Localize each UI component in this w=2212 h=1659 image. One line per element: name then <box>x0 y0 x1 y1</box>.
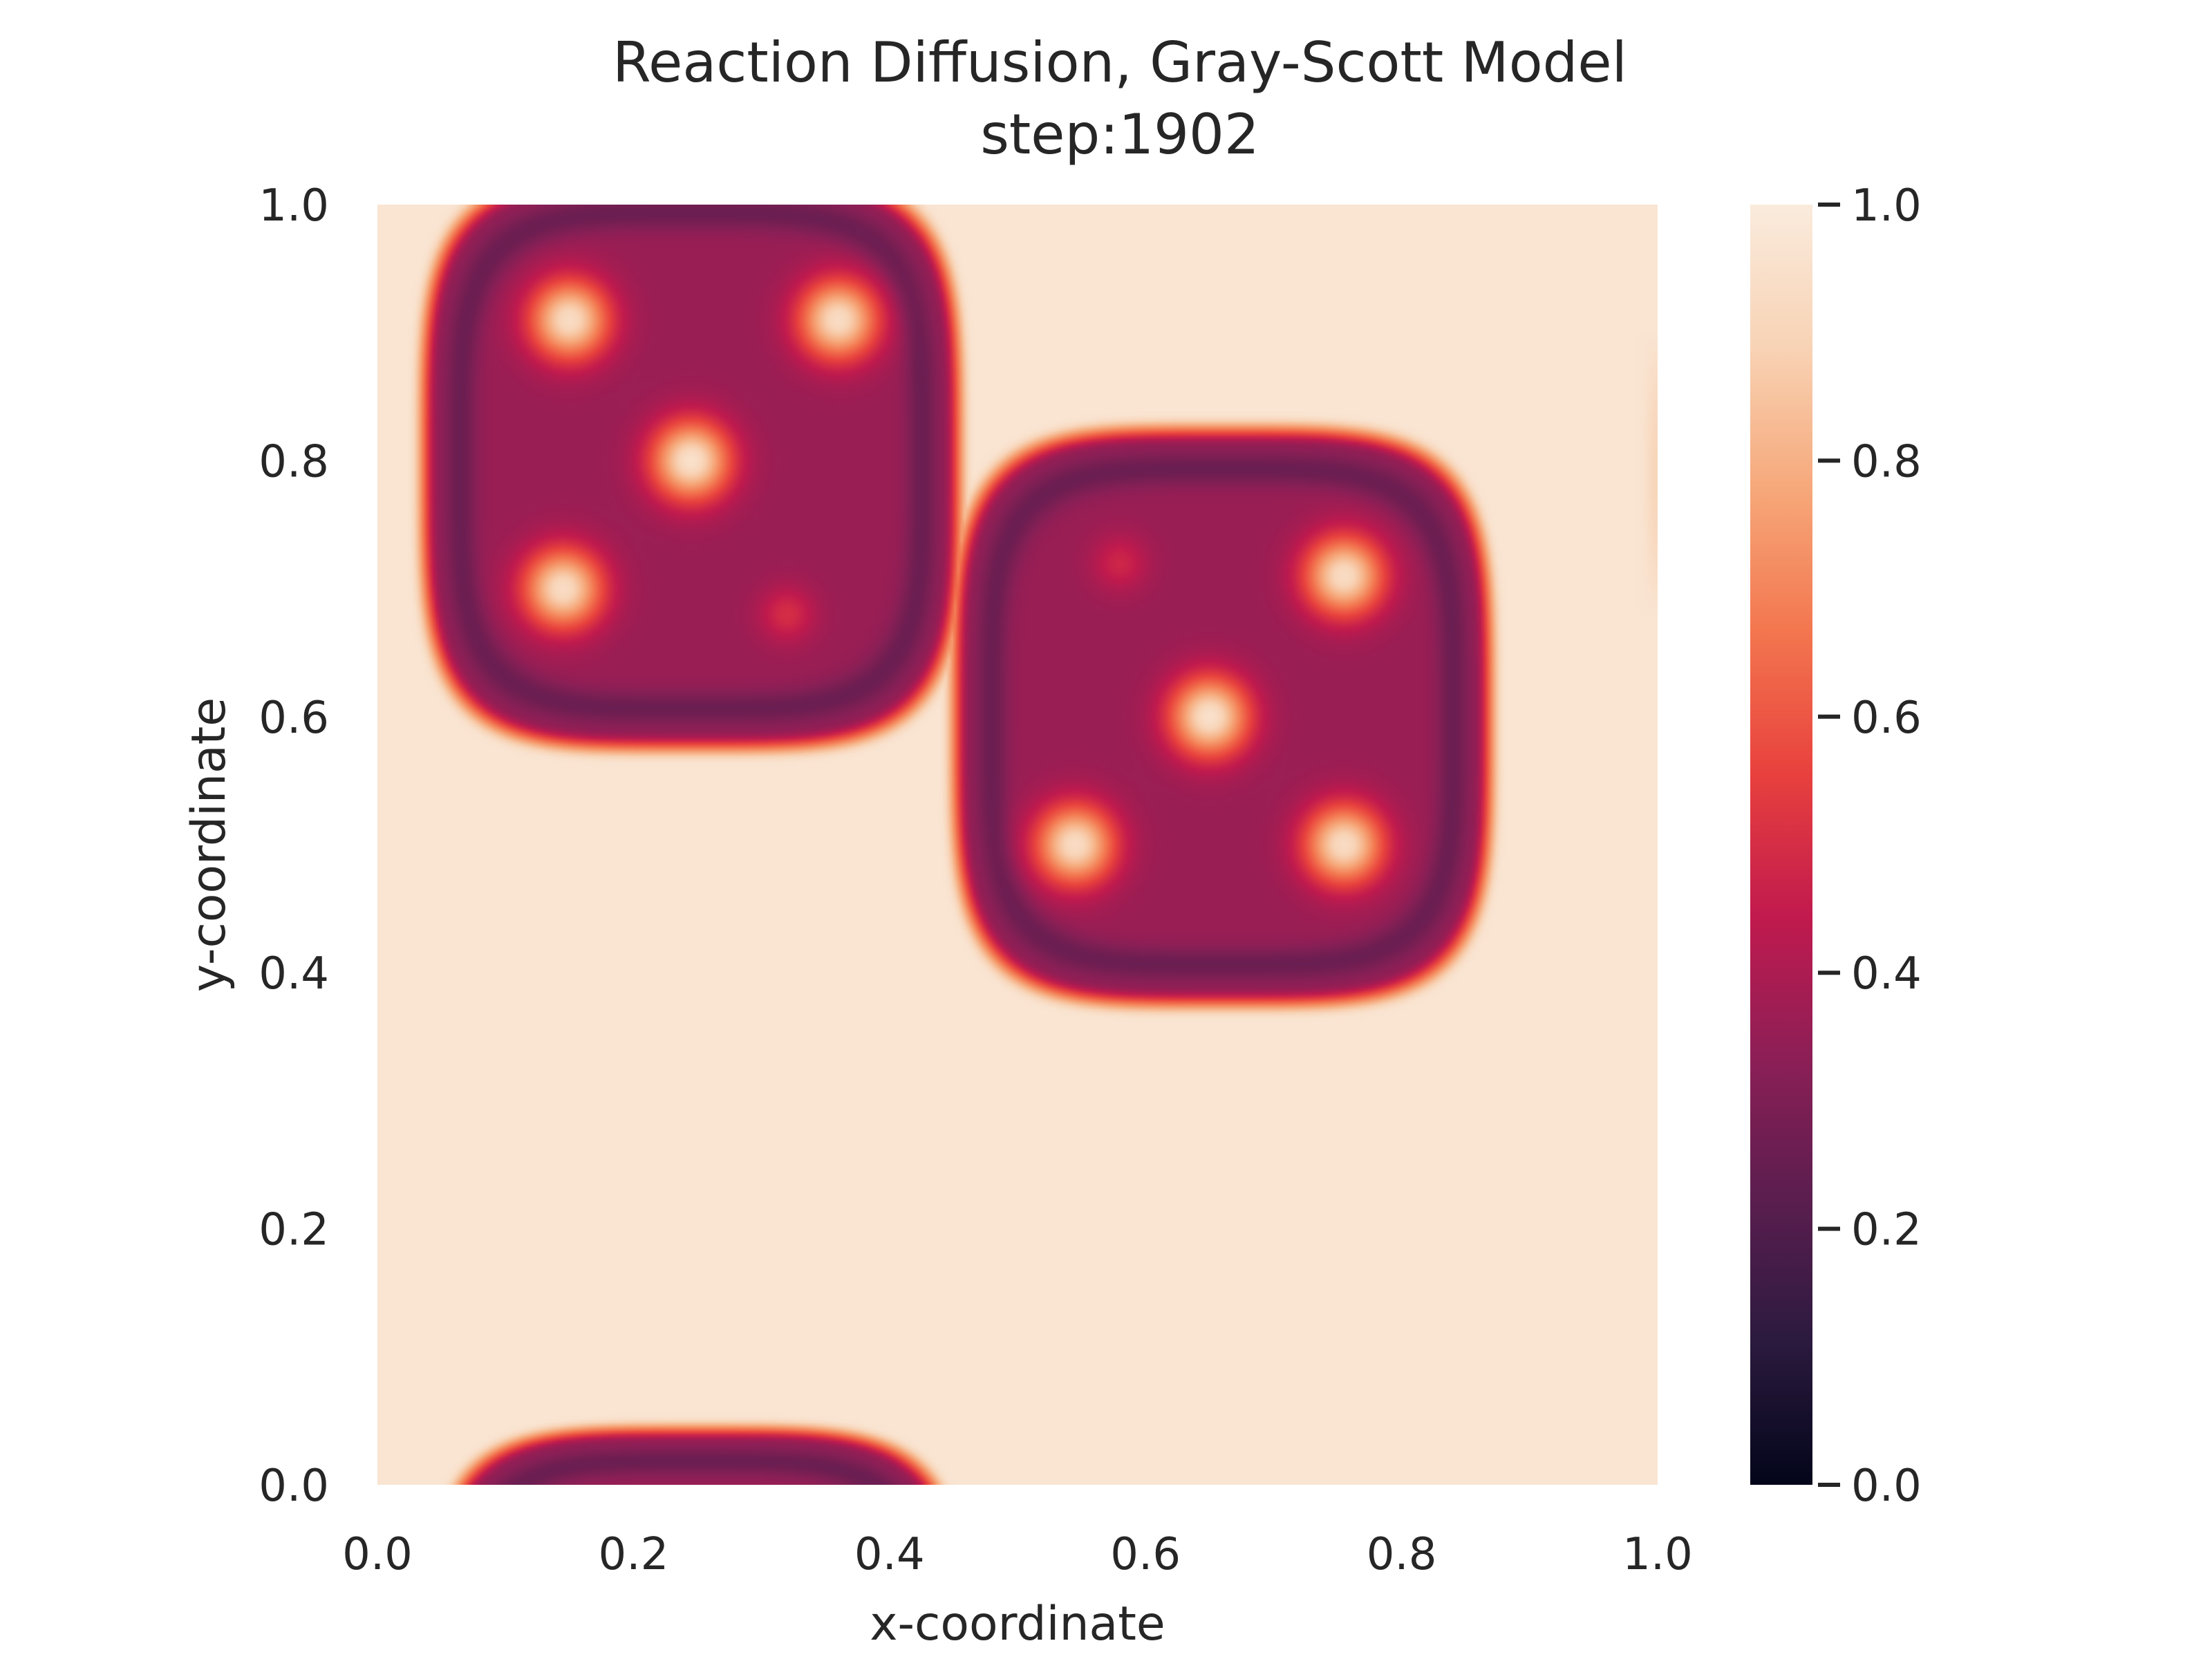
x-axis-label: x-coordinate <box>870 1597 1165 1651</box>
heatmap-plot-area <box>377 205 1658 1485</box>
y-tick-label: 0.0 <box>259 1461 329 1512</box>
colorbar-tick-label: 0.8 <box>1851 436 1922 487</box>
colorbar: 0.0 0.2 0.4 0.6 0.8 1.0 <box>1750 180 1922 1512</box>
y-tick-label: 0.6 <box>259 693 329 744</box>
colorbar-tick-label: 0.6 <box>1851 693 1922 744</box>
colorbar-ticks: 0.0 0.2 0.4 0.6 0.8 1.0 <box>1818 180 1922 1512</box>
x-tick-label: 0.8 <box>1367 1529 1437 1580</box>
x-tick-label: 0.2 <box>599 1529 669 1580</box>
colorbar-tick-label: 0.0 <box>1851 1461 1922 1512</box>
colorbar-tick-label: 1.0 <box>1851 180 1922 232</box>
y-axis-label: y-coordinate <box>182 697 236 992</box>
heatmap-image <box>377 205 1658 1485</box>
colorbar-tick-label: 0.4 <box>1851 948 1922 1000</box>
colorbar-tick-label: 0.2 <box>1851 1205 1922 1256</box>
y-tick-label: 0.2 <box>259 1205 329 1256</box>
chart-subtitle: step:1902 <box>980 102 1259 167</box>
y-tick-label: 0.4 <box>259 948 329 1000</box>
x-tick-label: 0.4 <box>854 1529 925 1580</box>
y-axis-ticks: 0.0 0.2 0.4 0.6 0.8 1.0 <box>259 180 329 1512</box>
y-tick-label: 0.8 <box>259 436 329 487</box>
x-tick-label: 1.0 <box>1622 1529 1693 1580</box>
chart-title: Reaction Diffusion, Gray-Scott Model <box>612 30 1627 95</box>
x-tick-label: 0.0 <box>342 1529 413 1580</box>
y-tick-label: 1.0 <box>259 180 329 232</box>
colorbar-bar <box>1750 205 1812 1485</box>
x-tick-label: 0.6 <box>1110 1529 1181 1580</box>
x-axis-ticks: 0.0 0.2 0.4 0.6 0.8 1.0 <box>342 1529 1693 1580</box>
